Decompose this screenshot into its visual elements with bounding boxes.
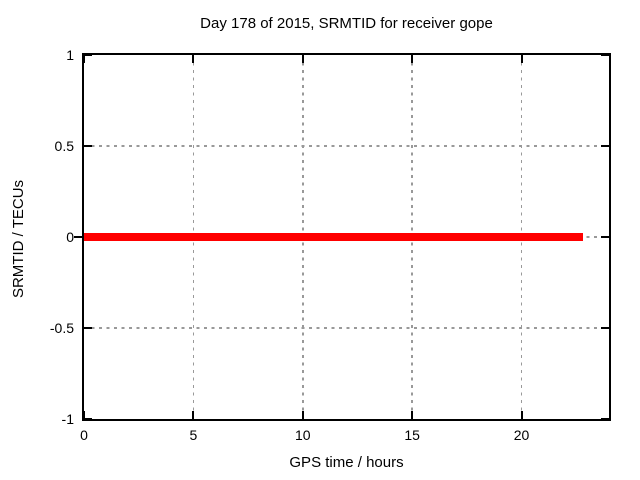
y-tick-mark-left (84, 418, 92, 420)
y-tick-mark-left (84, 54, 92, 56)
x-tick-mark-bottom (83, 411, 85, 419)
y-tick-mark-right (601, 236, 609, 238)
gridline-horizontal (84, 145, 609, 147)
x-tick-mark-top (83, 55, 85, 63)
x-axis-label: GPS time / hours (289, 454, 404, 471)
y-tick-mark-right (601, 327, 609, 329)
x-tick-label: 20 (513, 427, 530, 443)
y-tick-mark-right (601, 145, 609, 147)
x-tick-label: 15 (404, 427, 420, 443)
x-tick-mark-bottom (192, 411, 195, 419)
y-tick-mark-left (84, 327, 92, 329)
x-tick-mark-bottom (301, 411, 304, 419)
y-tick-label: 0.5 (54, 138, 74, 154)
x-tick-label: 0 (80, 427, 88, 443)
plot-area (74, 53, 611, 421)
y-tick-label: -1 (61, 411, 74, 427)
gridline-horizontal (84, 327, 609, 329)
y-tick-mark-right (601, 54, 609, 56)
x-tick-mark-bottom (520, 411, 523, 419)
x-tick-mark-top (411, 55, 414, 63)
y-tick-mark-left (84, 145, 92, 147)
y-zero-tick-outward (74, 236, 82, 238)
chart-title: Day 178 of 2015, SRMTID for receiver gop… (200, 15, 493, 32)
x-tick-mark-top (520, 55, 523, 63)
x-tick-label: 5 (189, 427, 198, 443)
data-line-srmtid (84, 233, 583, 241)
y-tick-label: 0 (66, 229, 74, 245)
x-tick-mark-top (301, 55, 304, 63)
x-tick-mark-bottom (411, 411, 414, 419)
x-tick-mark-top (192, 55, 195, 63)
y-tick-label: -0.5 (49, 320, 74, 336)
y-tick-label: 1 (66, 47, 74, 63)
y-tick-mark-right (601, 418, 609, 420)
x-tick-label: 10 (294, 427, 311, 443)
